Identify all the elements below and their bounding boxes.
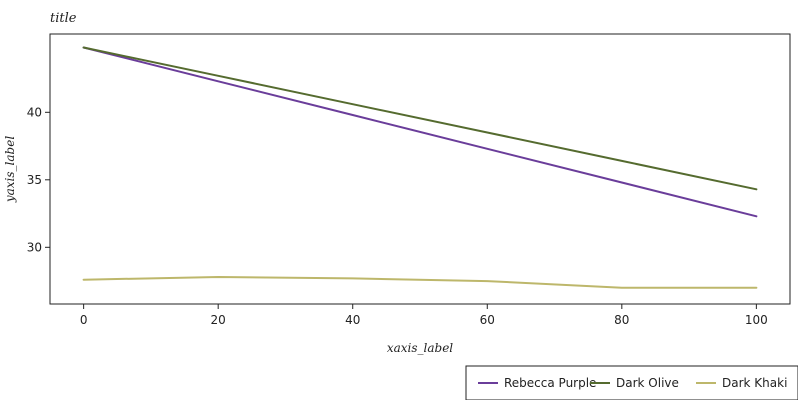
x-tick-label: 100: [745, 313, 768, 327]
series-line-rebecca-purple: [82, 46, 758, 218]
x-tick-label: 60: [480, 313, 495, 327]
plot-frame: [49, 33, 791, 305]
x-axis-label: xaxis_label: [387, 341, 453, 355]
y-tick-label: 35: [27, 173, 42, 187]
legend-label: Dark Olive: [616, 376, 679, 390]
series-line-dark-olive: [82, 46, 758, 191]
legend-label: Rebecca Purple: [504, 376, 596, 390]
series-lines: [82, 46, 758, 289]
chart-title: title: [50, 11, 77, 26]
x-tick-label: 0: [80, 313, 88, 327]
y-tick-label: 40: [27, 105, 42, 119]
legend-frame: [465, 365, 798, 400]
x-tick-label: 40: [345, 313, 360, 327]
y-axis-label: yaxis_label: [3, 136, 17, 203]
x-tick-label: 20: [211, 313, 226, 327]
series-line-dark-khaki: [82, 276, 758, 289]
y-axis: 30 35 40: [27, 105, 50, 254]
legend: Rebecca Purple Dark Olive Dark Khaki: [465, 365, 798, 400]
x-axis: 0 20 40 60 80 100: [80, 304, 768, 327]
y-tick-label: 30: [27, 240, 42, 254]
x-tick-label: 80: [614, 313, 629, 327]
legend-label: Dark Khaki: [722, 376, 787, 390]
